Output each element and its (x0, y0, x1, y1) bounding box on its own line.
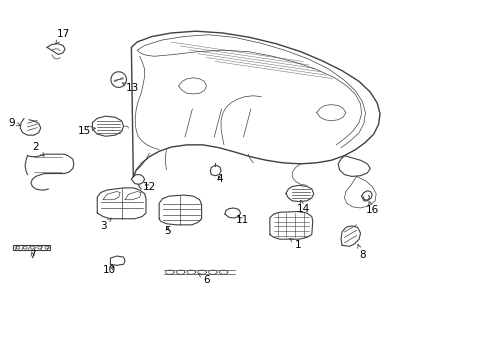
Text: 17: 17 (56, 29, 70, 44)
Text: 13: 13 (122, 83, 139, 93)
Text: 2: 2 (32, 142, 44, 156)
Text: 10: 10 (102, 265, 115, 275)
Text: 6: 6 (198, 273, 209, 285)
Text: 11: 11 (235, 215, 249, 225)
Text: 15: 15 (78, 126, 95, 135)
Text: 14: 14 (296, 201, 309, 214)
Text: 8: 8 (357, 244, 365, 260)
Text: 12: 12 (142, 182, 156, 192)
Text: 3: 3 (100, 218, 111, 231)
Text: 4: 4 (216, 174, 223, 184)
Text: 9: 9 (8, 118, 20, 128)
Text: 7: 7 (29, 249, 36, 260)
Text: 5: 5 (164, 226, 170, 236)
Text: 1: 1 (289, 238, 301, 249)
Text: 16: 16 (365, 202, 378, 216)
